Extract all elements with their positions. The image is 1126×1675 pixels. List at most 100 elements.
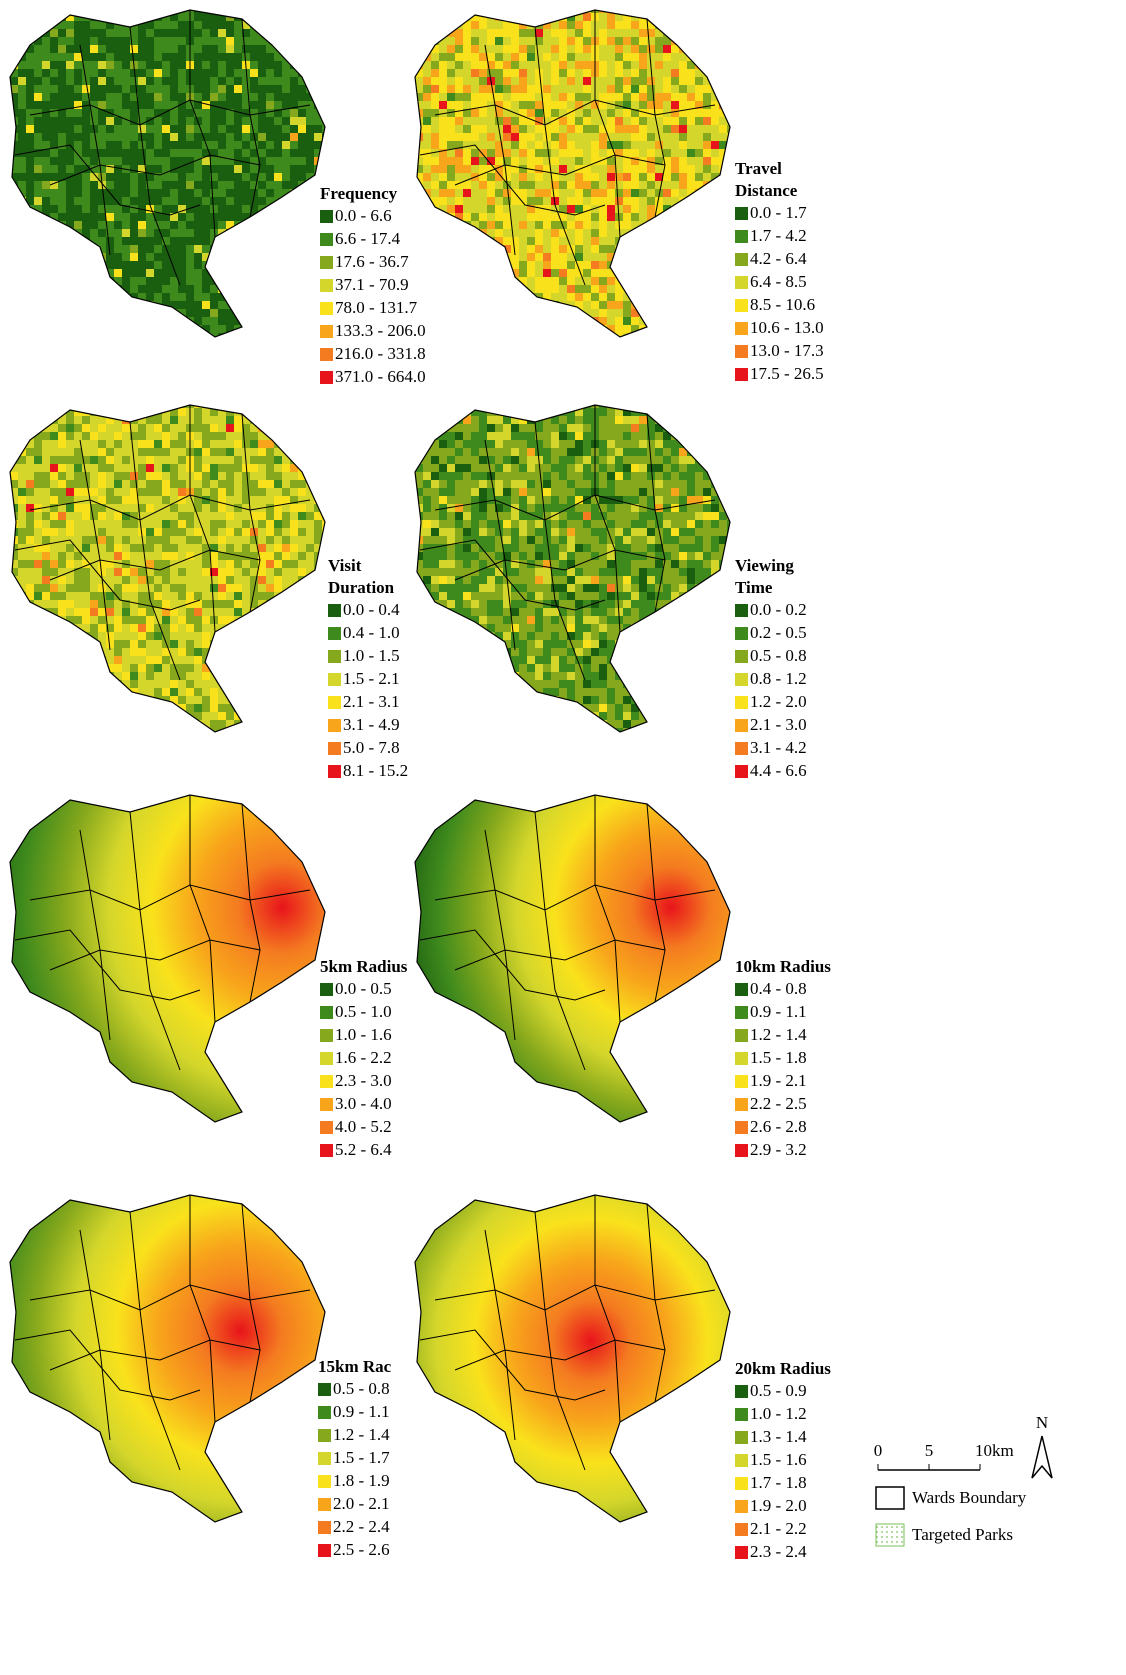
- map-cell: [274, 456, 282, 464]
- map-cell: [471, 189, 479, 197]
- map-cell: [122, 309, 130, 317]
- map-cell: [98, 285, 106, 293]
- map-cell: [162, 85, 170, 93]
- map-cell: [146, 237, 154, 245]
- map-cell: [631, 237, 639, 245]
- map-cell: [519, 13, 527, 21]
- map-cell: [314, 85, 322, 93]
- map-cell: [130, 309, 138, 317]
- map-cell: [26, 576, 34, 584]
- map-cell: [10, 696, 18, 704]
- map-cell: [575, 189, 583, 197]
- map-cell: [567, 285, 575, 293]
- map-cell: [18, 69, 26, 77]
- map-cell: [455, 13, 463, 21]
- map-cell: [415, 21, 423, 29]
- map-cell: [178, 520, 186, 528]
- map-cell: [18, 45, 26, 53]
- map-cell: [535, 261, 543, 269]
- map-cell: [647, 173, 655, 181]
- map-cell: [322, 293, 330, 301]
- map-cell: [242, 117, 250, 125]
- map-cell: [503, 285, 511, 293]
- map-cell: [98, 664, 106, 672]
- map-cell: [423, 261, 431, 269]
- map-cell: [671, 245, 679, 253]
- map-cell: [290, 45, 298, 53]
- map-cell: [258, 576, 266, 584]
- map-cell: [431, 261, 439, 269]
- map-cell: [18, 648, 26, 656]
- legend-swatch: [320, 279, 333, 292]
- map-cell: [583, 157, 591, 165]
- map-cell: [10, 165, 18, 173]
- map-cell: [138, 472, 146, 480]
- map-cell: [463, 261, 471, 269]
- map-cell: [679, 61, 687, 69]
- map-cell: [519, 261, 527, 269]
- map-cell: [551, 69, 559, 77]
- map-cell: [439, 213, 447, 221]
- map-cell: [503, 333, 511, 341]
- map-cell: [146, 496, 154, 504]
- map-cell: [591, 325, 599, 333]
- map-cell: [50, 664, 58, 672]
- map-cell: [439, 21, 447, 29]
- map-cell: [703, 317, 711, 325]
- map-cell: [607, 285, 615, 293]
- map-cell: [242, 480, 250, 488]
- map-cell: [122, 448, 130, 456]
- map-cell: [711, 333, 719, 341]
- map-cell: [306, 69, 314, 77]
- map-cell: [234, 640, 242, 648]
- map-cell: [266, 141, 274, 149]
- map-cell: [202, 37, 210, 45]
- map-cell: [146, 13, 154, 21]
- map-cell: [322, 61, 330, 69]
- map-cell: [122, 245, 130, 253]
- map-cell: [162, 680, 170, 688]
- map-cell: [130, 640, 138, 648]
- map-cell: [82, 592, 90, 600]
- map-cell: [82, 149, 90, 157]
- map-cell: [242, 592, 250, 600]
- map-cell: [679, 189, 687, 197]
- map-cell: [679, 253, 687, 261]
- map-cell: [218, 424, 226, 432]
- map-cell: [631, 37, 639, 45]
- map-cell: [58, 656, 66, 664]
- map-cell: [607, 181, 615, 189]
- map-cell: [170, 221, 178, 229]
- map-cell: [258, 293, 266, 301]
- map-cell: [663, 333, 671, 341]
- map-cell: [202, 600, 210, 608]
- map-cell: [146, 480, 154, 488]
- map-cell: [226, 101, 234, 109]
- map-cell: [74, 165, 82, 173]
- map-cell: [234, 5, 242, 13]
- map-cell: [250, 237, 258, 245]
- map-cell: [519, 165, 527, 173]
- map-cell: [130, 141, 138, 149]
- map-cell: [210, 512, 218, 520]
- map-cell: [455, 301, 463, 309]
- map-cell: [647, 325, 655, 333]
- map-cell: [679, 133, 687, 141]
- map-cell: [282, 21, 290, 29]
- map-cell: [242, 181, 250, 189]
- map-cell: [439, 173, 447, 181]
- map-cell: [282, 245, 290, 253]
- map-cell: [679, 125, 687, 133]
- map-cell: [543, 269, 551, 277]
- map-cell: [202, 560, 210, 568]
- map-cell: [82, 5, 90, 13]
- map-cell: [322, 448, 330, 456]
- map-cell: [178, 464, 186, 472]
- map-cell: [322, 544, 330, 552]
- map-cell: [274, 101, 282, 109]
- map-cell: [655, 37, 663, 45]
- map-cell: [719, 61, 727, 69]
- map-cell: [423, 157, 431, 165]
- map-cell: [314, 5, 322, 13]
- map-cell: [623, 117, 631, 125]
